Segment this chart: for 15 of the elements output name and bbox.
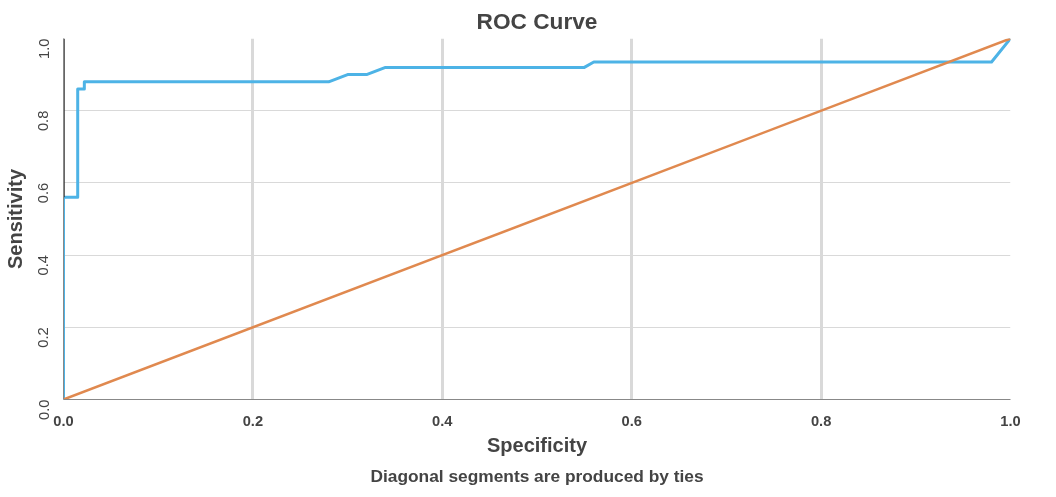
x-tick-label: 0.8 <box>810 412 832 429</box>
y-tick-label: 0.2 <box>35 327 52 348</box>
y-tick-label: 0.6 <box>35 182 52 204</box>
x-tick-label: 0.0 <box>53 412 74 429</box>
y-tick-label: 1.0 <box>35 38 52 59</box>
x-tick-label: 1.0 <box>1000 412 1021 429</box>
text: Diagonal segments are produced by ties <box>370 465 704 486</box>
x-axis-title: Specificity <box>486 433 588 456</box>
x-tick-label: 0.4 <box>432 412 454 429</box>
y-axis-title: Sensitivity <box>3 168 26 270</box>
y-tick-label: 0.4 <box>35 255 52 276</box>
x-tick-label: 0.6 <box>621 412 642 429</box>
chart-title: ROC Curve <box>476 7 598 34</box>
y-tick-label: 0.8 <box>35 110 52 132</box>
x-tick-label: 0.2 <box>242 412 264 429</box>
